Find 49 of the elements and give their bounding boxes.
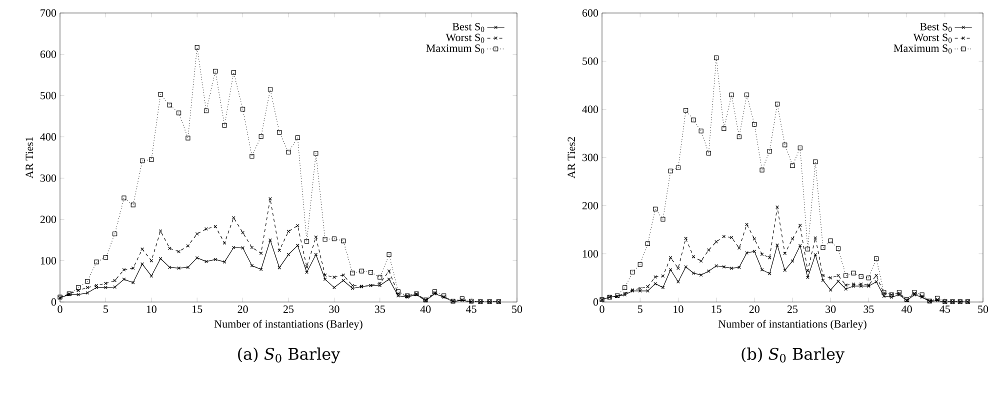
y-tick-label: 500 [40, 92, 56, 100]
x-axis-title: Number of instantiations (Barley) [214, 320, 362, 330]
x-tick-label: 10 [674, 306, 684, 313]
x-tick-label: 15 [192, 306, 202, 313]
x-tick-label: 30 [826, 306, 836, 313]
y-tick-label: 200 [40, 216, 56, 224]
x-tick-label: 40 [902, 306, 912, 313]
y-tick-label: 600 [40, 50, 56, 58]
legend-label: Maximum S$_{0}$ [426, 44, 484, 54]
y-tick-label: 400 [582, 106, 598, 114]
legend-label: Maximum S$_{0}$ [894, 44, 952, 54]
text: (a) S$_{0}$ Barley [238, 348, 340, 364]
legend-label: Worst S$_{0}$ [913, 34, 952, 43]
y-tick-label: 100 [40, 257, 56, 264]
y-tick-label: 300 [582, 154, 598, 162]
x-tick-label: 5 [638, 306, 642, 313]
x-tick-label: 20 [238, 306, 248, 313]
y-tick-label: 300 [40, 174, 56, 182]
y-axis-title: AR Ties2 [568, 137, 576, 178]
x-tick-label: 30 [329, 306, 340, 313]
x-tick-label: 15 [712, 306, 722, 313]
y-tick-label: 100 [582, 250, 598, 258]
x-tick-label: 35 [864, 306, 874, 313]
x-tick-label: 0 [58, 306, 62, 313]
x-tick-label: 10 [146, 306, 156, 313]
x-tick-label: 35 [374, 306, 385, 313]
y-axis-title: AR Ties1 [26, 137, 34, 178]
y-tick-label: 700 [40, 9, 56, 17]
x-tick-label: 25 [283, 306, 294, 313]
x-tick-label: 45 [940, 306, 950, 313]
y-tick-label: 0 [51, 298, 56, 306]
legend-label: Worst S$_{0}$ [446, 34, 484, 43]
x-tick-label: 45 [466, 306, 476, 313]
y-tick-label: 500 [582, 57, 598, 65]
x-tick-label: 25 [787, 306, 798, 313]
y-tick-label: 600 [582, 9, 598, 17]
x-tick-label: 50 [978, 306, 988, 313]
y-tick-label: 400 [40, 133, 56, 141]
y-tick-label: 200 [582, 202, 598, 210]
x-tick-label: 20 [749, 306, 760, 313]
text: (b) S$_{0}$ Barley [742, 348, 844, 364]
legend-label: Best S$_{0}$ [920, 22, 952, 32]
y-tick-label: 0 [593, 298, 598, 306]
x-axis-title: Number of instantiations (Barley) [718, 320, 866, 330]
x-tick-label: 5 [104, 306, 108, 313]
x-tick-label: 40 [420, 306, 431, 313]
legend-label: Best S$_{0}$ [452, 22, 484, 32]
x-tick-label: 50 [512, 306, 522, 313]
x-tick-label: 0 [600, 306, 604, 313]
